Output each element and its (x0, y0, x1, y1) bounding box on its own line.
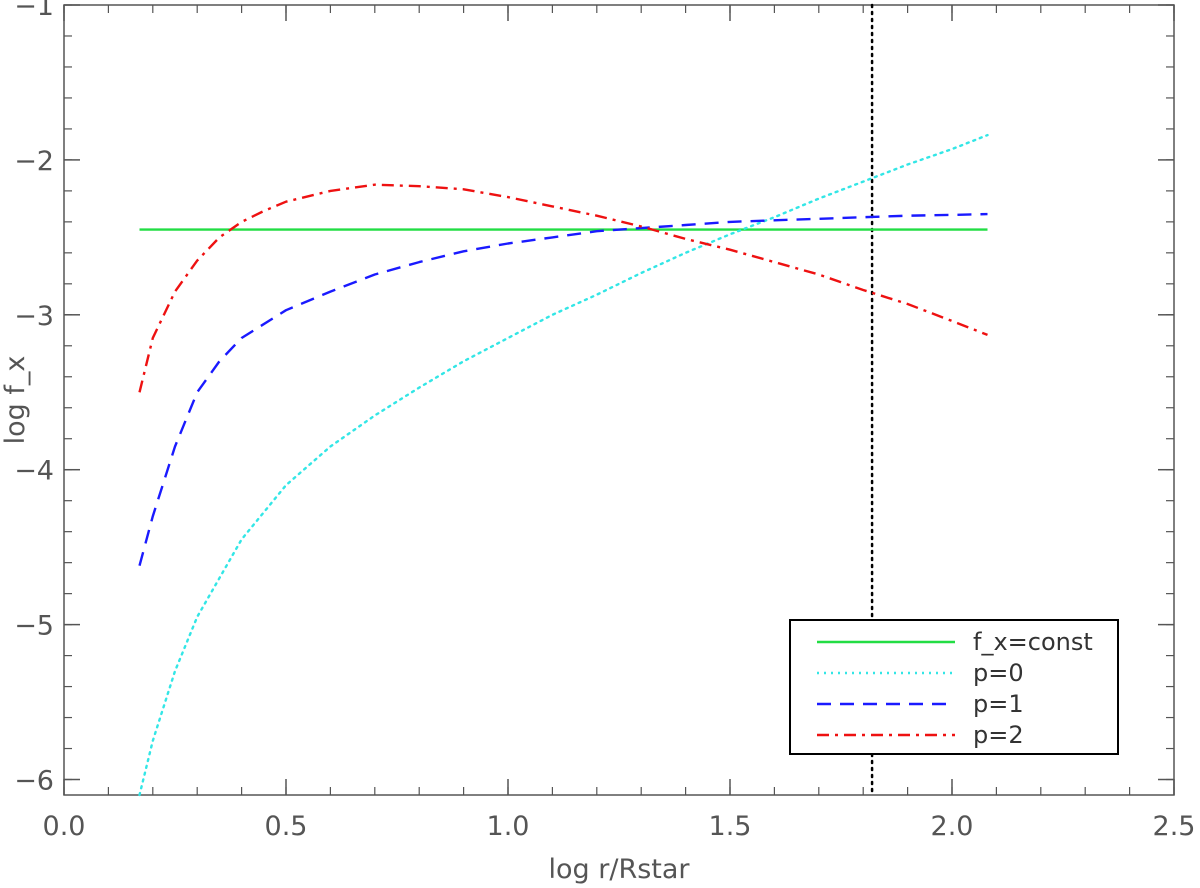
x-tick-label: 1.0 (487, 811, 530, 842)
legend-label: p=2 (973, 721, 1024, 749)
legend-label: p=0 (973, 659, 1024, 687)
x-tick-label: 1.5 (709, 811, 752, 842)
y-tick-label: −5 (14, 611, 54, 642)
x-axis-label: log r/Rstar (549, 854, 691, 885)
axes-frame (63, 4, 1175, 796)
plot-frame (63, 4, 1175, 796)
y-tick-label: −2 (14, 146, 54, 177)
y-axis-ticks: −6 −5 −4 −3 −2 −1 (14, 0, 1174, 797)
y-tick-label: −4 (14, 456, 54, 487)
series-line-p-0 (138, 133, 989, 797)
x-tick-label: 0.5 (265, 811, 308, 842)
x-tick-label: 2.0 (931, 811, 974, 842)
x-tick-label: 2.5 (1153, 811, 1196, 842)
legend-label: f_x=const (973, 628, 1093, 656)
y-axis-label: log f_x (0, 356, 31, 445)
x-tick-label: 0.0 (43, 811, 86, 842)
series-line-p-1 (138, 212, 988, 567)
y-tick-label: −6 (14, 766, 54, 797)
y-tick-label: −3 (14, 301, 54, 332)
x-axis-ticks: 0.0 0.5 1.0 1.5 2.0 2.5 (43, 5, 1196, 842)
series-line-p-2 (138, 183, 988, 393)
y-tick-label: −1 (14, 0, 54, 22)
legend-label: p=1 (973, 690, 1024, 718)
legend: f_x=const p=0 p=1 p=2 (789, 619, 1119, 755)
